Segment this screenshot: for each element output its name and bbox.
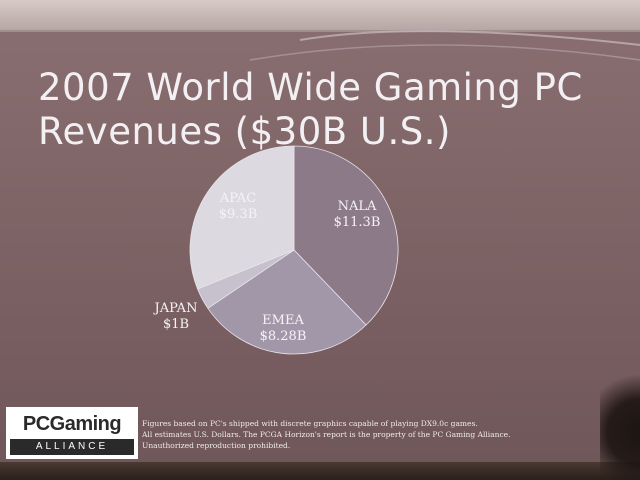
logo-sub-text: ALLIANCE bbox=[10, 439, 134, 455]
pie-slice-emea bbox=[207, 249, 367, 355]
pie-slice-nala bbox=[293, 145, 399, 326]
pc-gaming-alliance-logo: PCGaming ALLIANCE bbox=[6, 407, 138, 459]
pie-value-japan: $1B bbox=[163, 317, 189, 332]
pie-labels: NALA$11.3B EMEA$8.28B JAPAN$1B APAC$9.3B bbox=[153, 191, 381, 344]
screen-bottom-frame bbox=[0, 462, 640, 480]
pie-value-nala: $11.3B bbox=[334, 215, 381, 230]
pie-label-japan: JAPAN bbox=[153, 301, 198, 316]
screen-top-frame bbox=[0, 0, 640, 32]
footnote-line-1: Figures based on PC's shipped with discr… bbox=[142, 419, 478, 428]
footnote-line-3: Unauthorized reproduction prohibited. bbox=[142, 441, 291, 450]
slide-title: 2007 World Wide Gaming PC Revenues ($30B… bbox=[38, 66, 583, 154]
pie-label-apac: APAC bbox=[219, 191, 256, 206]
footnote-line-2: All estimates U.S. Dollars. The PCGA Hor… bbox=[142, 430, 511, 439]
slide-title-line-1: 2007 World Wide Gaming PC bbox=[38, 66, 583, 109]
pie-slice-apac bbox=[189, 145, 295, 290]
slide-title-line-2: Revenues ($30B U.S.) bbox=[38, 110, 451, 153]
pie-value-apac: $9.3B bbox=[219, 207, 258, 222]
decorative-swoosh bbox=[249, 30, 640, 61]
logo-main-text: PCGaming bbox=[22, 413, 122, 435]
pie-slices bbox=[189, 145, 399, 355]
pie-value-emea: $8.28B bbox=[260, 329, 307, 344]
audience-shadow bbox=[600, 360, 640, 480]
pie-label-emea: EMEA bbox=[262, 313, 304, 328]
pie-label-nala: NALA bbox=[338, 199, 377, 214]
slide-footnote: Figures based on PC's shipped with discr… bbox=[142, 418, 562, 451]
